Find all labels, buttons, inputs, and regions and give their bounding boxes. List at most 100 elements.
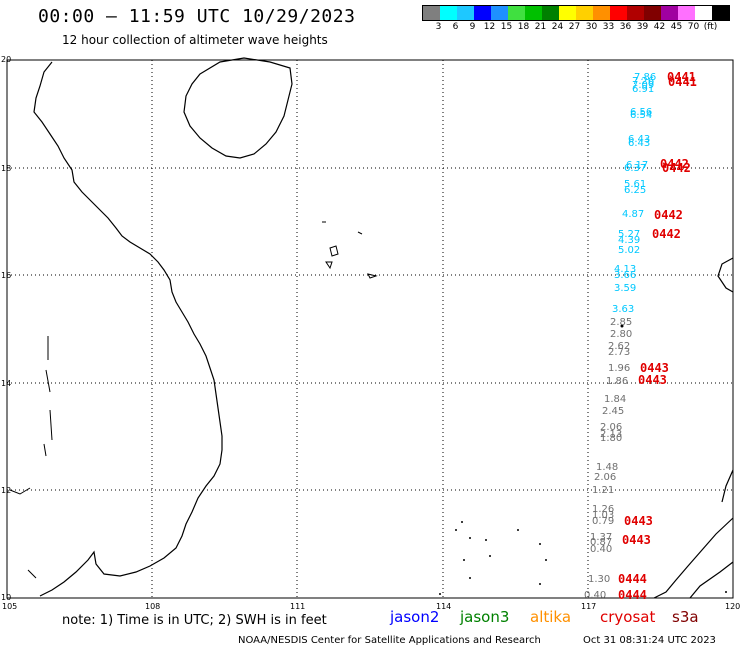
axis-labels: 20 18 16 14 12 10 105 108 111 114 117 12… (1, 55, 740, 611)
lon-tick-120: 120 (725, 602, 740, 611)
spratly-islands (439, 324, 727, 595)
wave-height-label: 1.80 (600, 433, 622, 444)
coastline-philippines (653, 257, 734, 599)
scale-swatch (423, 6, 440, 20)
mission-s3a: s3a (672, 608, 699, 626)
scale-swatch (627, 6, 644, 20)
wave-height-label: 4.39 (618, 235, 640, 246)
scale-swatch (559, 6, 576, 20)
scale-swatch (712, 6, 729, 20)
scale-swatch (610, 6, 627, 20)
lat-tick-10: 10 (1, 593, 11, 602)
wave-height-label: 1.84 (604, 394, 626, 405)
scale-swatch (508, 6, 525, 20)
wave-height-label: 1.96 (608, 363, 630, 374)
wave-height-label: 5.27 (618, 229, 640, 240)
wave-height-label: 0.87 (590, 537, 612, 548)
wave-height-label: 0.79 (592, 516, 614, 527)
scale-label: 12 (483, 22, 496, 32)
wave-height-label: 2.06 (600, 422, 622, 433)
coastline-hainan (183, 57, 293, 159)
scale-label: 36 (619, 22, 632, 32)
graticule (7, 60, 733, 598)
scale-swatch (644, 6, 661, 20)
lat-tick-18: 18 (1, 164, 11, 173)
pass-id-label: 0443 (638, 373, 667, 387)
wave-height-label: 2.13 (600, 429, 622, 440)
lat-tick-16: 16 (1, 271, 11, 280)
wave-height-label: 7.09 (632, 80, 654, 91)
mission-jason3: jason3 (460, 608, 510, 626)
pass-id-label: 0442 (652, 227, 681, 241)
lat-tick-20: 20 (1, 55, 11, 64)
scale-swatch (576, 6, 593, 20)
wave-height-label: 1.48 (596, 462, 618, 473)
coastline-west (9, 336, 53, 579)
wave-height-label: 2.85 (610, 317, 632, 328)
scale-swatch (593, 6, 610, 20)
mission-altika: altika (530, 608, 572, 626)
scale-label: 27 (568, 22, 581, 32)
wave-height-label: 7.26 (632, 76, 654, 87)
lon-tick-117: 117 (581, 602, 596, 611)
wave-height-label: 1.86 (606, 376, 628, 387)
scale-label: 24 (551, 22, 564, 32)
wave-height-label: 6.37 (624, 163, 646, 174)
color-scale-bar (422, 5, 730, 21)
scale-label: 9 (469, 22, 476, 32)
pass-id-label: 0442 (660, 157, 689, 171)
scale-label: 39 (636, 22, 649, 32)
wave-height-label: 0.40 (584, 590, 606, 601)
scale-label: 45 (670, 22, 683, 32)
wave-height-label: 2.62 (608, 341, 630, 352)
mission-cryosat: cryosat (600, 608, 656, 626)
pass-id-labels: 0441044104420442044204420443044304430443… (618, 70, 697, 602)
wave-height-label: 6.54 (630, 110, 652, 121)
footer-note: note: 1) Time is in UTC; 2) SWH is in fe… (62, 613, 327, 628)
lon-tick-111: 111 (290, 602, 305, 611)
pass-id-label: 0443 (622, 533, 651, 547)
pass-id-label: 0443 (624, 514, 653, 528)
scale-label: 33 (602, 22, 615, 32)
scale-swatch (440, 6, 457, 20)
lon-tick-105: 105 (2, 602, 17, 611)
wave-height-labels: 7.867.267.096.91 6.566.54 6.436.43 6.176.37… (584, 72, 656, 601)
scale-swatch (491, 6, 508, 20)
scale-label: 30 (585, 22, 598, 32)
wave-height-label: 4.87 (622, 209, 644, 220)
wave-height-label: 3.66 (614, 270, 636, 281)
pass-id-label: 0443 (640, 361, 669, 375)
scale-label: (ft) (703, 22, 718, 32)
scale-label: 70 (687, 22, 700, 32)
pass-id-label: 0442 (662, 161, 691, 175)
credit-line: NOAA/NESDIS Center for Satellite Applica… (238, 635, 541, 646)
lat-tick-12: 12 (1, 486, 11, 495)
wave-height-label: 7.86 (634, 72, 656, 83)
wave-height-label: 3.59 (614, 283, 636, 294)
paracel-islands (322, 221, 378, 279)
wave-height-label: 6.56 (630, 107, 652, 118)
scale-swatch (525, 6, 542, 20)
pass-id-label: 0441 (668, 75, 697, 89)
wave-height-label: 6.17 (626, 160, 648, 171)
scale-swatch (695, 6, 712, 20)
wave-height-label: 2.45 (602, 406, 624, 417)
scale-swatch (661, 6, 678, 20)
wave-height-label: 5.61 (624, 179, 646, 190)
wave-height-label: 5.02 (618, 245, 640, 256)
wave-height-label: 2.80 (610, 329, 632, 340)
wave-height-label: 1.21 (592, 485, 614, 496)
generated-timestamp: Oct 31 08:31:24 UTC 2023 (583, 635, 716, 646)
lon-tick-108: 108 (145, 602, 160, 611)
scale-label: 6 (452, 22, 459, 32)
coastline-vietnam (33, 61, 223, 597)
pass-id-label: 0444 (618, 588, 647, 602)
wave-height-label: 2.73 (608, 347, 630, 358)
scale-swatch (474, 6, 491, 20)
map-title: 00:00 – 11:59 UTC 10/29/2023 (38, 6, 356, 27)
map-subtitle: 12 hour collection of altimeter wave hei… (62, 33, 328, 47)
scale-swatch (457, 6, 474, 20)
scale-label: 21 (534, 22, 547, 32)
scale-label: 3 (435, 22, 442, 32)
